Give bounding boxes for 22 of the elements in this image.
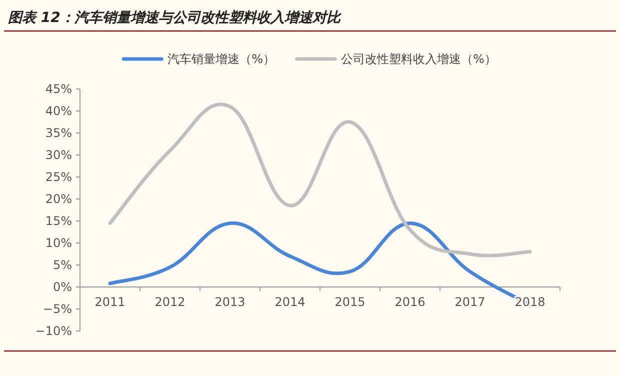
y-tick-label: 15% [45, 214, 72, 228]
chart-title: 图表 12：汽车销量增速与公司改性塑料收入增速对比 [8, 9, 342, 26]
x-tick-label: 2012 [154, 295, 186, 309]
x-tick-label: 2013 [214, 295, 246, 309]
y-tick-label: 40% [45, 104, 72, 118]
y-tick-label: 25% [45, 170, 72, 184]
y-tick-label: 5% [52, 258, 72, 272]
legend-label: 公司改性塑料收入增速（%） [341, 52, 496, 66]
y-tick-label: 30% [45, 148, 72, 162]
y-tick-label: −10% [35, 324, 72, 338]
x-tick-label: 2011 [94, 295, 126, 309]
y-tick-label: 10% [45, 236, 72, 250]
y-tick-label: 0% [52, 280, 72, 294]
x-tick-label: 2014 [274, 295, 306, 309]
y-tick-label: 35% [45, 126, 72, 140]
y-tick-label: 45% [45, 82, 72, 96]
legend-label: 汽车销量增速（%） [168, 52, 275, 66]
x-tick-label: 2015 [334, 295, 366, 309]
x-tick-label: 2017 [454, 295, 486, 309]
y-tick-label: 20% [45, 192, 72, 206]
y-tick-label: −5% [42, 302, 72, 316]
x-tick-label: 2016 [394, 295, 426, 309]
